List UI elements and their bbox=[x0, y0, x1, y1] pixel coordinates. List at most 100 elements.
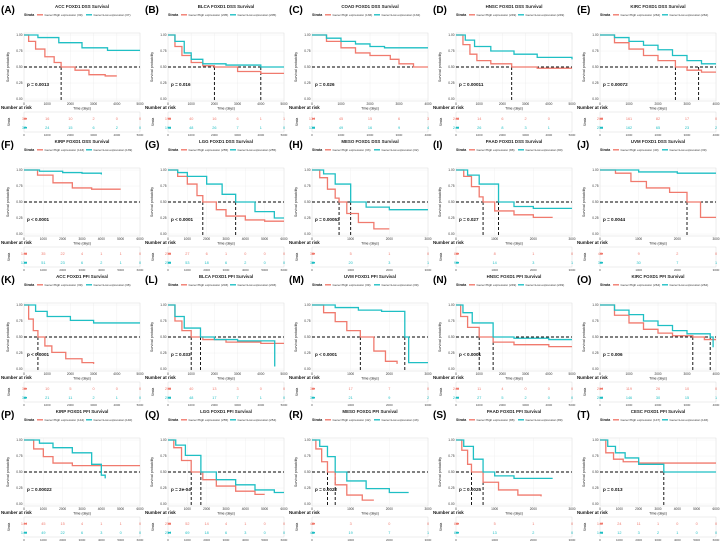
risk-count-low: 3 bbox=[388, 261, 390, 265]
p-value: p < 0.0001 bbox=[459, 352, 482, 357]
survival-curve-high bbox=[24, 439, 140, 467]
panel-label: (O) bbox=[577, 275, 591, 286]
risk-x-tick-label: 6000 bbox=[281, 538, 288, 541]
y-tick-label: 0.25 bbox=[592, 216, 598, 220]
risk-count-low: 21 bbox=[349, 396, 353, 400]
p-value: p < 0.0001 bbox=[171, 217, 194, 222]
chart-title: UVM FOXD1 PFI Survival bbox=[344, 274, 396, 279]
legend-low-n: (262) bbox=[701, 13, 708, 17]
x-tick-label: 0 bbox=[455, 102, 457, 106]
risk-count-high: 9 bbox=[638, 252, 640, 256]
km-panel: (M) UVM FOXD1 PFI Survival Strata Gene=High… bbox=[288, 272, 432, 407]
y-tick-label: 0.50 bbox=[16, 335, 22, 339]
y-tick-label: 0.00 bbox=[592, 367, 598, 371]
risk-count-high: 17 bbox=[685, 117, 689, 121]
risk-axis-label: Strata bbox=[583, 523, 587, 532]
risk-count-high: 2 bbox=[676, 252, 678, 256]
risk-count-low: 0 bbox=[283, 531, 285, 535]
km-chart: (G) LGG FOXD1 DSS Survival Strata Gene=High… bbox=[145, 139, 288, 272]
risk-x-tick-label: 1000 bbox=[491, 538, 498, 541]
legend-low-label: Gene=Low expression bbox=[670, 13, 701, 17]
x-tick-label: 6000 bbox=[280, 507, 287, 511]
risk-count-low: 51 bbox=[41, 261, 45, 265]
risk-count-low: 9 bbox=[388, 396, 390, 400]
risk-count-low: 6 bbox=[93, 126, 95, 130]
legend-title: Strata bbox=[312, 418, 323, 422]
risk-table-frame bbox=[311, 111, 429, 133]
legend-title: Strata bbox=[600, 418, 611, 422]
risk-axis-label: Strata bbox=[439, 253, 443, 262]
x-tick-label: 2000 bbox=[654, 372, 661, 376]
x-tick-label: 2000 bbox=[635, 507, 642, 511]
legend-low-label: Gene=Low expression bbox=[382, 148, 413, 152]
y-tick-label: 0.25 bbox=[304, 351, 310, 355]
legend-low-label: Gene=Low expression bbox=[238, 418, 269, 422]
legend-low-label: Gene=Low expression bbox=[526, 148, 557, 152]
x-tick-label: 0 bbox=[23, 372, 25, 376]
km-panel: (O) KIRC FOXD1 PFI Survival Strata Gene=Hig… bbox=[576, 272, 720, 407]
risk-count-low: 1 bbox=[715, 396, 717, 400]
risk-x-tick-label: 0 bbox=[455, 268, 457, 272]
risk-count-high: 203 bbox=[165, 387, 171, 391]
legend-low-label: Gene=Low expression bbox=[382, 13, 413, 17]
p-value: p = 0.00011 bbox=[459, 82, 484, 87]
risk-count-high: 42 bbox=[310, 522, 314, 526]
x-tick-label: 2000 bbox=[386, 372, 393, 376]
risk-count-high: 0 bbox=[139, 522, 141, 526]
risk-x-tick-label: 3000 bbox=[522, 133, 529, 137]
risk-x-tick-label: 3000 bbox=[425, 403, 432, 407]
km-panel: (I) PAAD FOXD1 DSS Survival Strata Gene=Hig… bbox=[432, 137, 576, 272]
y-axis-label: Survival probability bbox=[438, 457, 442, 487]
y-tick-label: 0.25 bbox=[160, 81, 166, 85]
risk-x-tick-label: 2000 bbox=[655, 133, 662, 137]
y-axis-label: Survival probability bbox=[150, 52, 154, 82]
risk-x-tick-label: 6000 bbox=[281, 268, 288, 272]
risk-count-low: 146 bbox=[597, 531, 603, 535]
risk-table-frame bbox=[599, 516, 717, 538]
x-tick-label: 4000 bbox=[545, 372, 552, 376]
risk-count-low: 12 bbox=[617, 531, 621, 535]
risk-axis-label: Strata bbox=[151, 523, 155, 532]
risk-count-low: 0 bbox=[264, 261, 266, 265]
y-tick-label: 0.50 bbox=[592, 470, 598, 474]
risk-count-high: 33 bbox=[310, 252, 314, 256]
legend-high-label: Gene=High expression bbox=[333, 13, 365, 17]
risk-count-high: 6 bbox=[398, 117, 400, 121]
risk-count-low: 9 bbox=[398, 126, 400, 130]
risk-table-title: Number at risk bbox=[577, 240, 608, 245]
y-tick-label: 0.00 bbox=[592, 502, 598, 506]
risk-count-high: 1 bbox=[244, 522, 246, 526]
legend-high-n: (39) bbox=[77, 283, 83, 287]
x-tick-label: 5000 bbox=[136, 372, 143, 376]
x-tick-label: 3000 bbox=[78, 507, 85, 511]
chart-title: ACC FOXD1 PFI Survival bbox=[56, 274, 108, 279]
risk-count-high: 2 bbox=[525, 117, 527, 121]
y-tick-label: 0.00 bbox=[160, 367, 166, 371]
risk-table-title: Number at risk bbox=[433, 510, 464, 515]
y-tick-label: 1.00 bbox=[448, 33, 454, 37]
panel-label: (N) bbox=[433, 275, 447, 286]
x-axis-label: Time (days) bbox=[217, 107, 235, 111]
x-tick-label: 2000 bbox=[211, 372, 218, 376]
chart-title: MESO FOXD1 PFI Survival bbox=[342, 409, 397, 414]
x-tick-label: 5000 bbox=[280, 102, 287, 106]
legend-low-n: (203) bbox=[269, 283, 276, 287]
x-tick-label: 3000 bbox=[522, 102, 529, 106]
survival-curve-low bbox=[456, 169, 572, 210]
km-panel: (C) COAD FOXD1 DSS Survival Strata Gene=Hig… bbox=[288, 2, 432, 137]
y-tick-label: 0.25 bbox=[448, 216, 454, 220]
risk-x-tick-label: 1000 bbox=[347, 403, 354, 407]
risk-count-high: 0 bbox=[548, 387, 550, 391]
x-axis-label: Time (days) bbox=[361, 512, 379, 516]
y-tick-label: 1.00 bbox=[16, 168, 22, 172]
risk-axis-label: Strata bbox=[295, 388, 299, 397]
legend-title: Strata bbox=[456, 13, 467, 17]
risk-table-title: Number at risk bbox=[145, 240, 176, 245]
x-tick-label: 5000 bbox=[261, 237, 268, 241]
risk-count-low: 30 bbox=[637, 261, 641, 265]
risk-count-high: 0 bbox=[548, 117, 550, 121]
survival-curve-low bbox=[456, 439, 553, 480]
x-tick-label: 3000 bbox=[424, 237, 431, 241]
risk-axis-label: Strata bbox=[151, 388, 155, 397]
risk-count-low: 3 bbox=[525, 126, 527, 130]
